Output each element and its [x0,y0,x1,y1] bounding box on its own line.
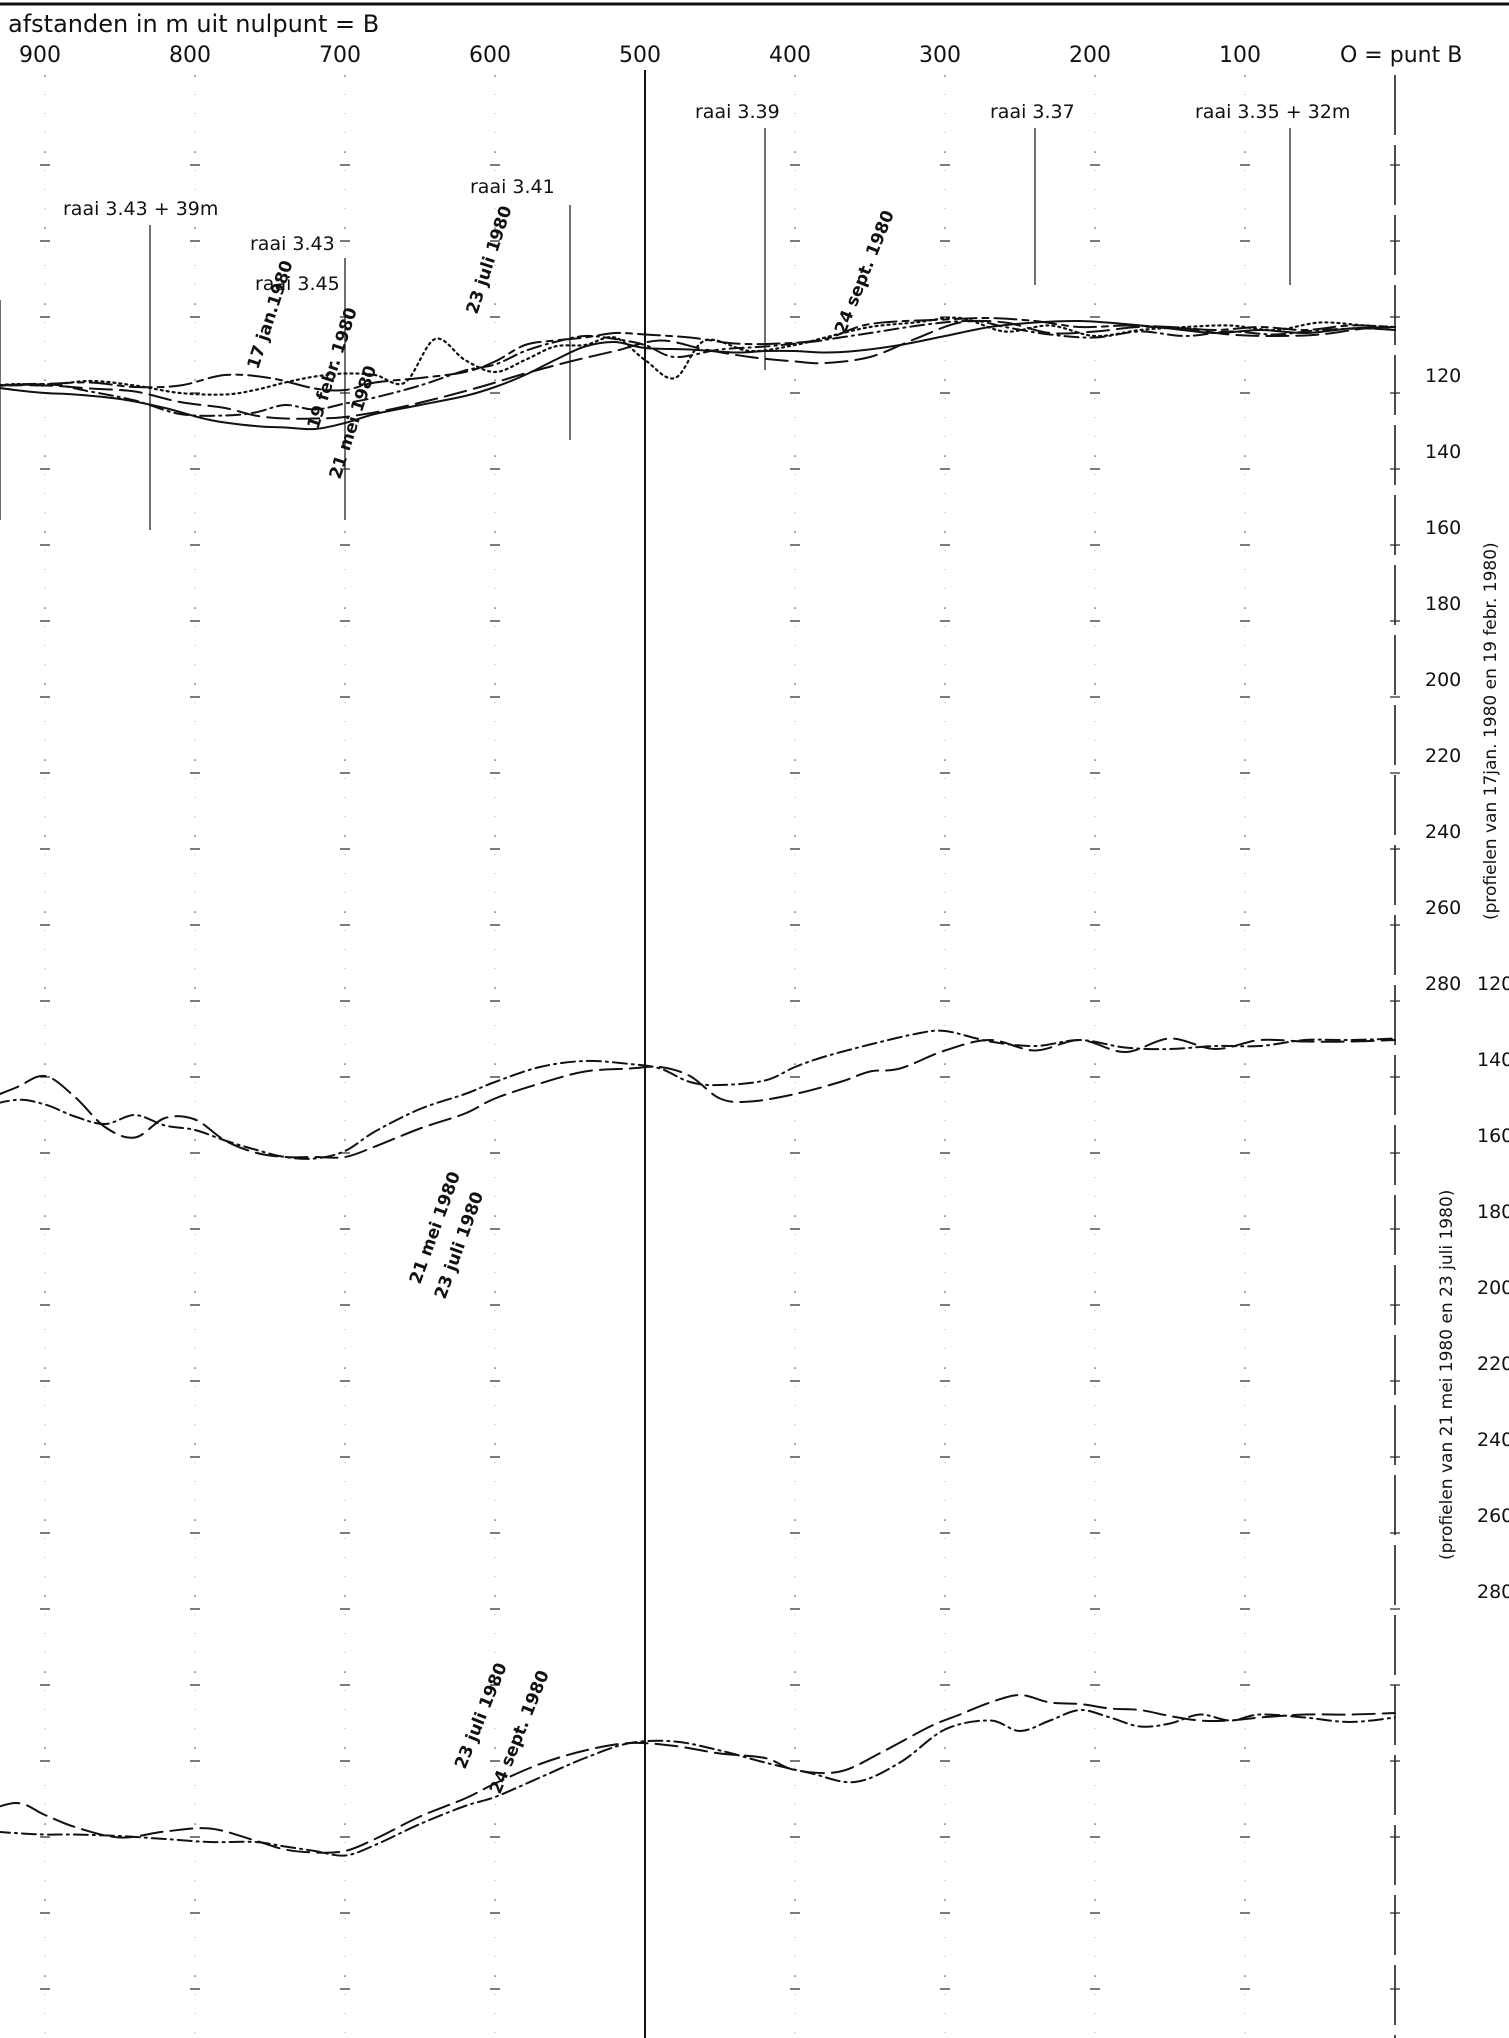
y-tick-label-2: 220 [1477,1353,1509,1375]
raai-label: raai 3.39 [695,101,780,123]
side-label-top: (profielen van 17jan. 1980 en 19 febr. 1… [1481,542,1501,920]
raai-label: raai 3.45 [255,273,340,295]
chart-title: afstanden in m uit nulpunt = B [8,10,379,38]
x-tick-label: 700 [319,43,361,68]
series-line [0,1708,1396,1857]
x-tick-label: 600 [469,43,511,68]
raai-label: raai 3.43 [250,233,335,255]
x-tick-label: O = punt B [1340,43,1462,68]
x-tick-label: 300 [919,43,961,68]
side-label-middle: (profielen van 21 mei 1980 en 23 juli 19… [1437,1190,1457,1560]
grid [0,70,1400,2038]
y-tick-label: 280 [1425,973,1461,995]
x-tick-label: 400 [769,43,811,68]
y-tick-label-2: 160 [1477,1125,1509,1147]
y-tick-label-2: 200 [1477,1277,1509,1299]
raai-label: raai 3.43 + 39m [63,198,218,220]
y-tick-label: 240 [1425,821,1461,843]
x-tick-label: 800 [169,43,211,68]
y-tick-label: 120 [1425,365,1461,387]
x-tick-label: 500 [619,43,661,68]
y-tick-label: 180 [1425,593,1461,615]
y-tick-label: 260 [1425,897,1461,919]
y-tick-label-2: 140 [1477,1049,1509,1071]
series-layer [0,316,1397,1857]
y-tick-label: 140 [1425,441,1461,463]
y-tick-label-2: 280 [1477,1581,1509,1603]
series-line [0,319,1396,431]
raai-label: raai 3.41 [470,176,555,198]
x-tick-label: 200 [1069,43,1111,68]
y-tick-label-2: 260 [1477,1505,1509,1527]
x-tick-label: 100 [1219,43,1261,68]
raai-label: raai 3.35 + 32m [1195,101,1350,123]
series-annotation: 23 juli 1980 [463,203,517,316]
y-tick-label-2: 120 [1477,973,1509,995]
series-line [0,1693,1396,1854]
y-tick-label: 160 [1425,517,1461,539]
series-line [0,319,1396,417]
series-line [0,316,1397,396]
y-tick-label-2: 180 [1477,1201,1509,1223]
text-layer: 900 800 700 600 500 400 300 200 100 O = punt B 120… [19,43,1509,1797]
raai-label: raai 3.37 [990,101,1075,123]
series-annotation: 24 sept. 1980 [831,208,899,337]
series-line [0,319,1396,420]
x-tick-label: 900 [19,43,61,68]
series-line [0,1037,1396,1159]
y-tick-label-2: 240 [1477,1429,1509,1451]
y-tick-label: 200 [1425,669,1461,691]
series-line [0,1029,1396,1160]
y-tick-label: 220 [1425,745,1461,767]
